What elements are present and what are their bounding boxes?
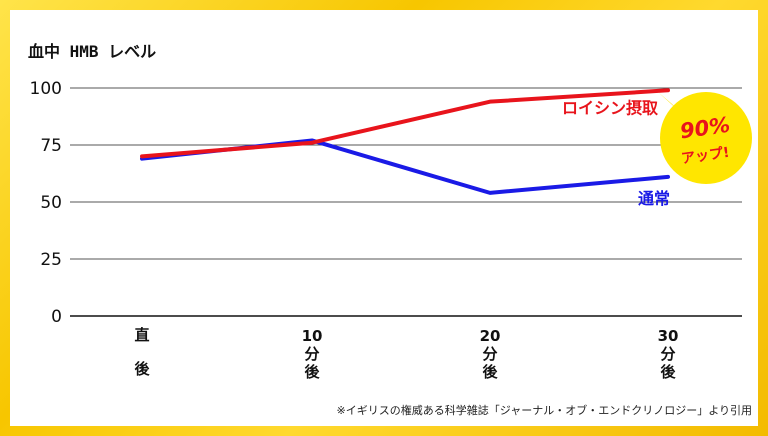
increase-badge: 90% アップ!	[658, 92, 752, 184]
x-tick-label: 30	[658, 327, 679, 345]
grid-lines	[70, 87, 742, 317]
series-lines	[140, 88, 670, 195]
x-tick-label: 分	[482, 345, 497, 363]
x-tick-label: 後	[481, 363, 498, 381]
x-tick-label: 10	[302, 327, 323, 345]
source-footnote: ※イギリスの権威ある科学雑誌「ジャーナル・オブ・エンドクリノロジー」より引用	[337, 403, 752, 417]
y-tick-label: 75	[40, 136, 62, 156]
x-tick-label: 後	[659, 363, 676, 381]
y-axis-ticks: 0 25 50 75 100	[30, 79, 62, 327]
x-tick-group: 直後	[133, 326, 150, 378]
badge-text: アップ!	[680, 145, 730, 168]
x-tick-label: 後	[303, 363, 320, 381]
series-line	[140, 88, 670, 159]
y-axis-title: 血中 HMB レベル	[28, 42, 156, 61]
y-tick-label: 100	[30, 79, 62, 99]
badge-circle	[660, 92, 752, 184]
y-tick-label: 25	[40, 250, 62, 270]
x-tick-label: 20	[480, 327, 501, 345]
series-label: 通常	[638, 189, 670, 208]
x-tick-label: 分	[660, 345, 675, 363]
chart-panel	[10, 10, 758, 426]
x-tick-label: 後	[133, 360, 150, 378]
y-tick-label: 50	[40, 193, 62, 213]
y-tick-label: 0	[51, 307, 62, 327]
badge-pointer	[658, 92, 680, 112]
series-label: ロイシン摂取	[562, 98, 658, 117]
x-tick-label: 直	[134, 326, 149, 344]
x-tick-label: 分	[304, 345, 319, 363]
